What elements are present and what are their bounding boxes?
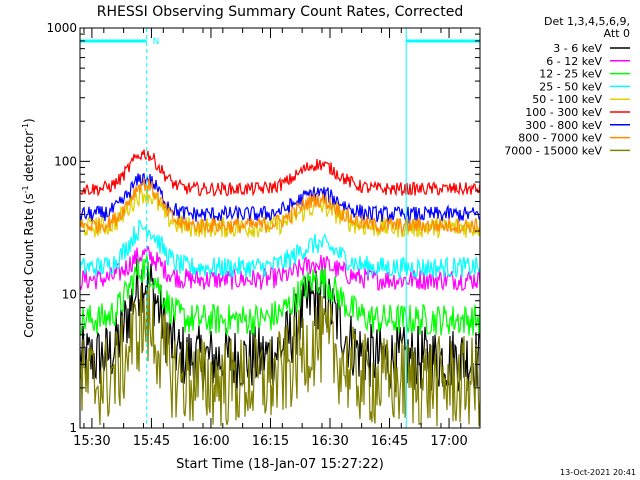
x-tick-label-5: 16:45 [371, 434, 408, 449]
y-label-end: ) [22, 118, 36, 123]
legend-header-line1: Det 1,3,4,5,6,9, [544, 15, 630, 28]
x-axis-label: Start Time (18-Jan-07 15:27:22) [176, 457, 384, 472]
y-tick-label-3: 1000 [46, 21, 77, 35]
legend-label-7: 800 - 7000 keV [518, 132, 602, 145]
x-tick-label-3: 16:15 [252, 434, 289, 449]
x-tick-label-1: 15:45 [133, 434, 170, 449]
plot-frame [79, 27, 481, 429]
legend-label-3: 25 - 50 keV [539, 80, 602, 93]
y-tick-label-0: 1 [69, 421, 77, 435]
x-tick-label-4: 16:30 [311, 434, 348, 449]
y-label-sup2: -1 [21, 123, 30, 131]
y-tick-label-1: 10 [62, 288, 77, 302]
x-tick-label-6: 17:00 [430, 434, 467, 449]
legend-header-line2: Att 0 [604, 27, 630, 40]
y-label-mid: detector [22, 131, 36, 186]
date-stamp: 13-Oct-2021 20:41 [560, 468, 636, 477]
y-label-main: Corrected Count Rate (s [22, 193, 36, 337]
night-label: N [153, 37, 160, 47]
legend-label-0: 3 - 6 keV [553, 42, 602, 55]
series-line-8 [79, 285, 481, 427]
y-axis-label: Corrected Count Rate (s-1 detector-1) [21, 118, 36, 337]
x-tick-label-0: 15:30 [73, 434, 110, 449]
legend-label-5: 100 - 300 keV [525, 106, 602, 119]
y-tick-label-2: 100 [54, 154, 77, 168]
legend-label-2: 12 - 25 keV [539, 68, 602, 81]
legend-label-4: 50 - 100 keV [532, 93, 602, 106]
legend-label-1: 6 - 12 keV [546, 55, 602, 68]
x-tick-label-2: 16:00 [192, 434, 229, 449]
legend-label-6: 300 - 800 keV [525, 119, 602, 132]
chart-title: RHESSI Observing Summary Count Rates, Co… [97, 4, 463, 20]
series-line-2 [79, 254, 481, 337]
tick-layer: 1 10 100 1000 15:30 15:45 16:00 16:15 16:30 16:45… [46, 21, 480, 449]
y-label-sup1: -1 [21, 185, 30, 193]
legend-label-8: 7000 - 15000 keV [504, 144, 602, 157]
